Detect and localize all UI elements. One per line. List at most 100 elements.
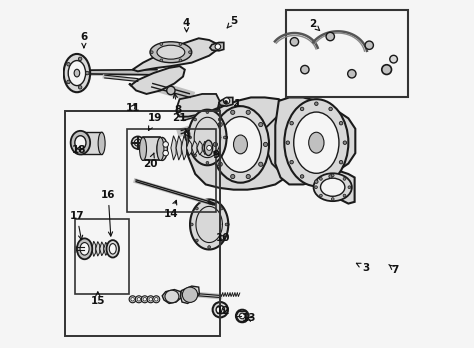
Circle shape [331,198,334,200]
Circle shape [343,194,346,197]
Circle shape [189,51,191,54]
Circle shape [223,136,226,139]
Text: 21: 21 [173,113,190,137]
Circle shape [208,246,210,248]
Circle shape [231,110,235,114]
Circle shape [348,186,351,189]
Polygon shape [84,240,88,257]
Text: 15: 15 [91,292,105,306]
Circle shape [218,122,222,127]
Circle shape [207,145,211,150]
Circle shape [343,177,346,180]
Text: 9: 9 [212,150,219,160]
Ellipse shape [284,99,348,186]
Circle shape [219,154,221,157]
Polygon shape [171,136,176,160]
Polygon shape [190,199,228,250]
Text: 7: 7 [389,264,399,275]
Ellipse shape [80,243,89,255]
Bar [143,137,160,160]
Text: 6: 6 [80,32,88,48]
Polygon shape [108,243,112,255]
Polygon shape [133,38,216,71]
Text: 4: 4 [183,18,190,32]
Circle shape [319,194,322,197]
Ellipse shape [234,135,247,154]
Circle shape [179,59,182,62]
Polygon shape [104,242,108,255]
Text: 5: 5 [227,16,237,28]
Circle shape [206,111,209,113]
Circle shape [163,142,168,147]
Circle shape [301,175,304,178]
Circle shape [225,223,228,226]
Circle shape [149,298,153,301]
Circle shape [315,180,318,183]
Ellipse shape [98,132,105,155]
Ellipse shape [320,178,345,196]
Circle shape [343,141,346,144]
Circle shape [131,298,134,301]
Circle shape [290,38,299,46]
Circle shape [246,174,250,179]
Polygon shape [91,241,96,256]
Ellipse shape [139,137,146,160]
Polygon shape [88,241,91,257]
Circle shape [231,174,235,179]
Circle shape [220,239,223,242]
Polygon shape [176,136,182,160]
Ellipse shape [109,244,116,254]
Circle shape [347,70,356,78]
Circle shape [208,200,210,203]
Polygon shape [176,94,219,117]
Text: 16: 16 [101,190,116,236]
Ellipse shape [64,54,90,92]
Ellipse shape [165,290,179,303]
Circle shape [301,65,309,74]
Circle shape [264,142,268,147]
Ellipse shape [157,45,185,59]
Ellipse shape [212,106,269,183]
Circle shape [259,162,263,166]
Circle shape [331,174,334,177]
Circle shape [329,107,332,111]
Circle shape [194,118,197,121]
Polygon shape [182,136,187,160]
Polygon shape [192,141,197,155]
Polygon shape [129,66,185,94]
Ellipse shape [239,313,245,319]
Text: 17: 17 [70,211,84,240]
Circle shape [224,101,228,104]
Circle shape [326,32,335,41]
Circle shape [67,63,70,66]
Circle shape [319,177,322,180]
Text: 10: 10 [216,234,230,243]
Ellipse shape [157,137,167,160]
Text: 13: 13 [242,314,256,323]
Bar [75,219,129,294]
Polygon shape [187,140,192,156]
Circle shape [390,55,397,63]
Ellipse shape [150,42,192,63]
Polygon shape [219,97,233,106]
Circle shape [329,175,332,178]
Circle shape [194,154,197,157]
Text: 20: 20 [143,153,157,168]
Circle shape [150,51,153,54]
Ellipse shape [77,238,92,259]
Circle shape [160,43,163,46]
Circle shape [129,296,136,303]
Polygon shape [80,240,84,258]
Circle shape [246,110,250,114]
Text: 1: 1 [234,100,241,109]
Ellipse shape [314,173,352,201]
Ellipse shape [213,302,228,317]
Circle shape [220,207,223,210]
Polygon shape [162,290,182,303]
Polygon shape [96,242,100,256]
Circle shape [339,160,343,164]
Circle shape [301,107,304,111]
Circle shape [286,141,290,144]
Circle shape [179,43,182,46]
Ellipse shape [74,69,80,77]
